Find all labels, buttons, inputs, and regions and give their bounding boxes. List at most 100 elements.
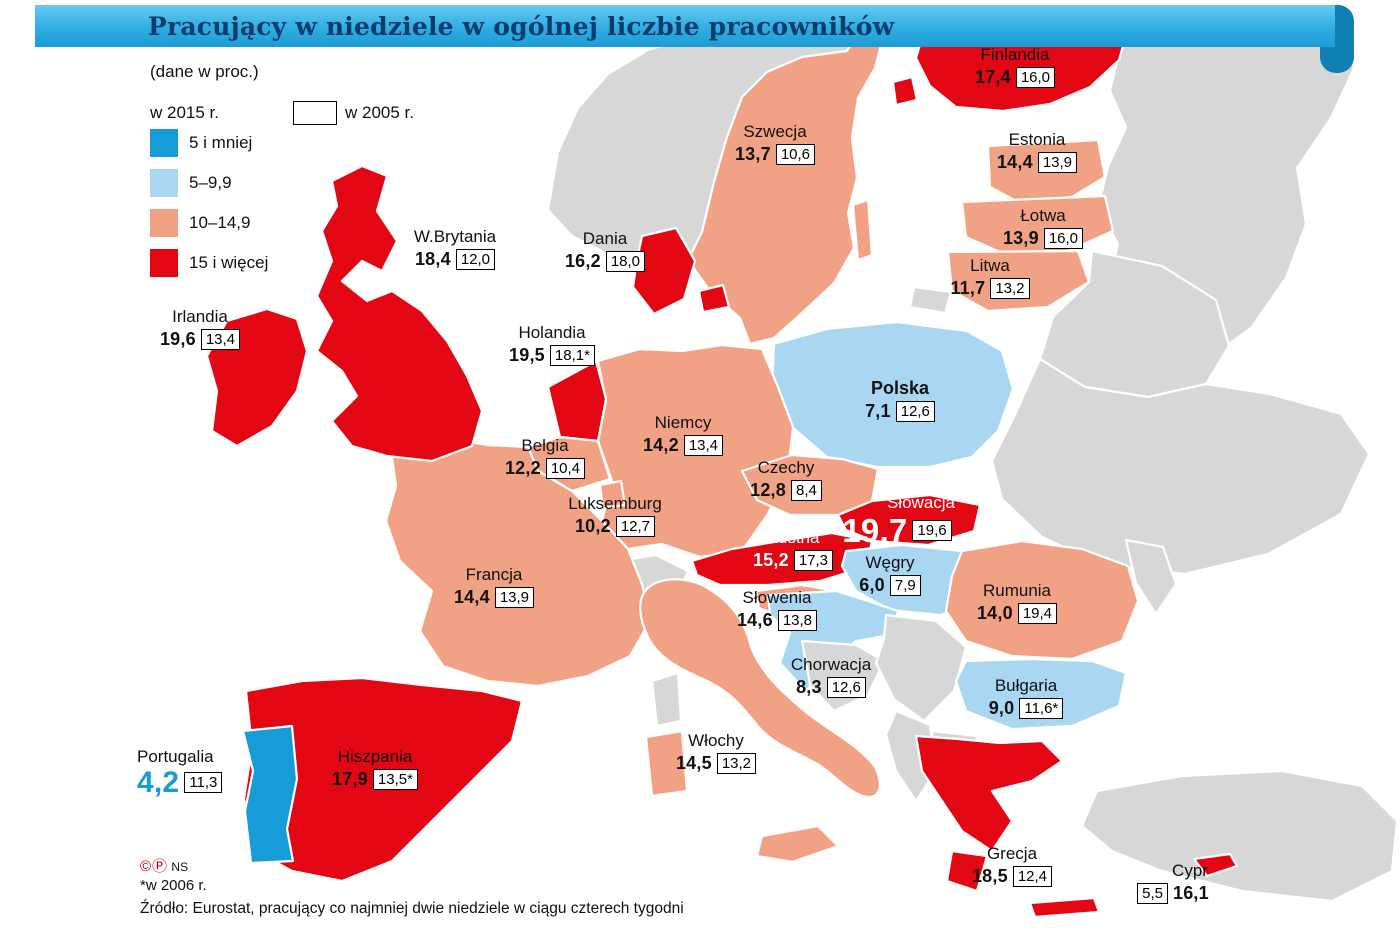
value-2005: 13,9 — [1037, 151, 1078, 173]
country-label-holandia: Holandia 19,5 18,1* — [490, 323, 614, 366]
value-2005: 12,0 — [455, 248, 496, 270]
country-name: Łotwa — [1020, 206, 1066, 225]
value-2005: 18,0 — [605, 250, 646, 272]
page-title: Pracujący w niedziele w ogólnej liczbie … — [148, 11, 895, 41]
region-cyprus — [1192, 852, 1239, 878]
country-label-luksemburg: Luksemburg 10,2 12,7 — [543, 494, 687, 537]
region-crete — [1028, 896, 1101, 919]
region-ukraine — [990, 357, 1371, 576]
legend-row: 15 i więcej — [150, 249, 268, 277]
value-2015: 13,7 — [734, 143, 771, 164]
country-label-rumunia: Rumunia 14,0 19,4 — [955, 581, 1079, 624]
region-turkey — [1080, 769, 1399, 903]
country-label-chorwacja: Chorwacja 8,3 12,6 — [769, 655, 893, 698]
value-2015: 14,4 — [453, 586, 490, 607]
legend-swatch-5-and-less — [150, 129, 178, 157]
country-name: Grecja — [986, 844, 1038, 863]
country-label-francja: Francja 14,4 13,9 — [432, 565, 556, 608]
value-2015: 12,2 — [504, 457, 541, 478]
country-label-cypr: Cypr 5,5 16,1 — [1106, 861, 1240, 904]
legend-year-box — [293, 101, 337, 125]
value-2005: 16,0 — [1043, 227, 1084, 249]
value-2015: 4,2 — [137, 765, 180, 799]
region-aland — [891, 75, 919, 107]
country-name: Cypr — [1172, 861, 1208, 880]
value-2015: 19,7 — [842, 511, 908, 549]
country-name: Hiszpania — [337, 747, 413, 766]
country-name: Luksemburg — [568, 494, 662, 513]
value-2005: 11,3 — [184, 772, 223, 794]
region-peloponnese — [945, 849, 989, 893]
region-romania — [944, 539, 1140, 661]
country-label-wbrytania: W.Brytania 18,4 12,0 — [390, 227, 520, 270]
legend-label: 15 i więcej — [189, 253, 269, 272]
footer-credit-text: NS — [171, 860, 189, 874]
legend: 5 i mniej 5–9,9 10–14,9 15 i więcej — [150, 129, 268, 289]
country-label-szwecja: Szwecja 13,7 10,6 — [713, 122, 837, 165]
country-name: Dania — [582, 229, 628, 248]
country-name: Słowenia — [742, 588, 812, 607]
country-name: Czechy — [757, 458, 815, 477]
value-2005: 8,4 — [790, 479, 822, 501]
country-label-slowenia: Słowenia 14,6 13,8 — [715, 588, 839, 631]
source-line: Źródło: Eurostat, pracujący co najmniej … — [140, 900, 684, 917]
value-2005: 7,9 — [889, 574, 921, 596]
value-2015: 16,1 — [1173, 882, 1209, 903]
value-2015: 12,8 — [750, 479, 786, 500]
legend-swatch-5-9 — [150, 169, 178, 197]
value-2015: 18,4 — [414, 248, 451, 269]
country-name: Austria — [766, 528, 820, 547]
region-albania — [884, 709, 938, 803]
value-2015: 11,7 — [950, 277, 986, 298]
country-name: Słowacja — [886, 493, 956, 512]
value-2005: 11,6* — [1019, 697, 1064, 719]
value-2015: 8,3 — [796, 676, 822, 697]
value-2015: 14,6 — [736, 609, 773, 630]
region-gotland — [851, 198, 874, 262]
country-label-slowacja: Słowacja 19,7 19,6 — [831, 493, 963, 549]
country-label-bulgaria: Bułgaria 9,0 11,6* — [964, 676, 1088, 719]
country-label-irlandia: Irlandia 19,6 13,4 — [138, 307, 262, 350]
value-2015: 17,4 — [974, 66, 1011, 87]
legend-row: 5–9,9 — [150, 169, 268, 197]
value-2015: 19,5 — [509, 344, 545, 365]
region-sweden — [686, 25, 886, 346]
country-label-estonia: Estonia 14,4 13,9 — [975, 130, 1099, 173]
region-corsica — [650, 671, 683, 728]
country-label-portugalia: Portugalia 4,2 11,3 — [137, 747, 277, 797]
country-name: Finlandia — [980, 45, 1050, 64]
legend-years: w 2015 r. w 2005 r. — [150, 101, 414, 125]
region-moldova — [1124, 538, 1178, 616]
legend-year-previous: w 2005 r. — [345, 103, 414, 122]
country-label-litwa: Litwa 11,7 13,2 — [928, 256, 1052, 299]
region-poland — [770, 320, 1015, 469]
value-2005: 12,6 — [895, 400, 935, 422]
copyright-icons: ©Ⓟ — [140, 858, 169, 875]
value-2005: 5,5 — [1137, 882, 1168, 904]
value-2005: 13,4 — [200, 328, 241, 350]
country-label-finlandia: Finlandia 17,4 16,0 — [953, 45, 1077, 88]
country-name: Włochy — [688, 731, 744, 750]
value-2005: 10,6 — [775, 143, 816, 165]
value-2005: 19,4 — [1017, 602, 1058, 624]
value-2005: 18,1* — [549, 344, 595, 366]
region-france — [384, 435, 652, 688]
region-denmark-island — [697, 283, 731, 314]
legend-swatch-15-plus — [150, 249, 178, 277]
value-2015: 14,4 — [996, 151, 1033, 172]
region-netherlands — [546, 359, 608, 443]
country-label-wlochy: Włochy 14,5 13,2 — [654, 731, 778, 774]
value-2005: 10,4 — [545, 457, 586, 479]
value-2005: 13,9 — [494, 586, 535, 608]
value-2005: 13,5* — [372, 768, 418, 790]
value-2005: 13,4 — [683, 434, 724, 456]
country-name: Estonia — [1008, 130, 1066, 149]
country-name: Francja — [465, 565, 523, 584]
region-luxembourg — [598, 479, 627, 510]
country-label-niemcy: Niemcy 14,2 13,4 — [621, 413, 745, 456]
country-label-polska: Polska 7,1 12,6 — [838, 378, 962, 422]
value-2015: 9,0 — [988, 697, 1015, 718]
value-2015: 14,0 — [976, 602, 1013, 623]
value-2015: 16,2 — [564, 250, 601, 271]
